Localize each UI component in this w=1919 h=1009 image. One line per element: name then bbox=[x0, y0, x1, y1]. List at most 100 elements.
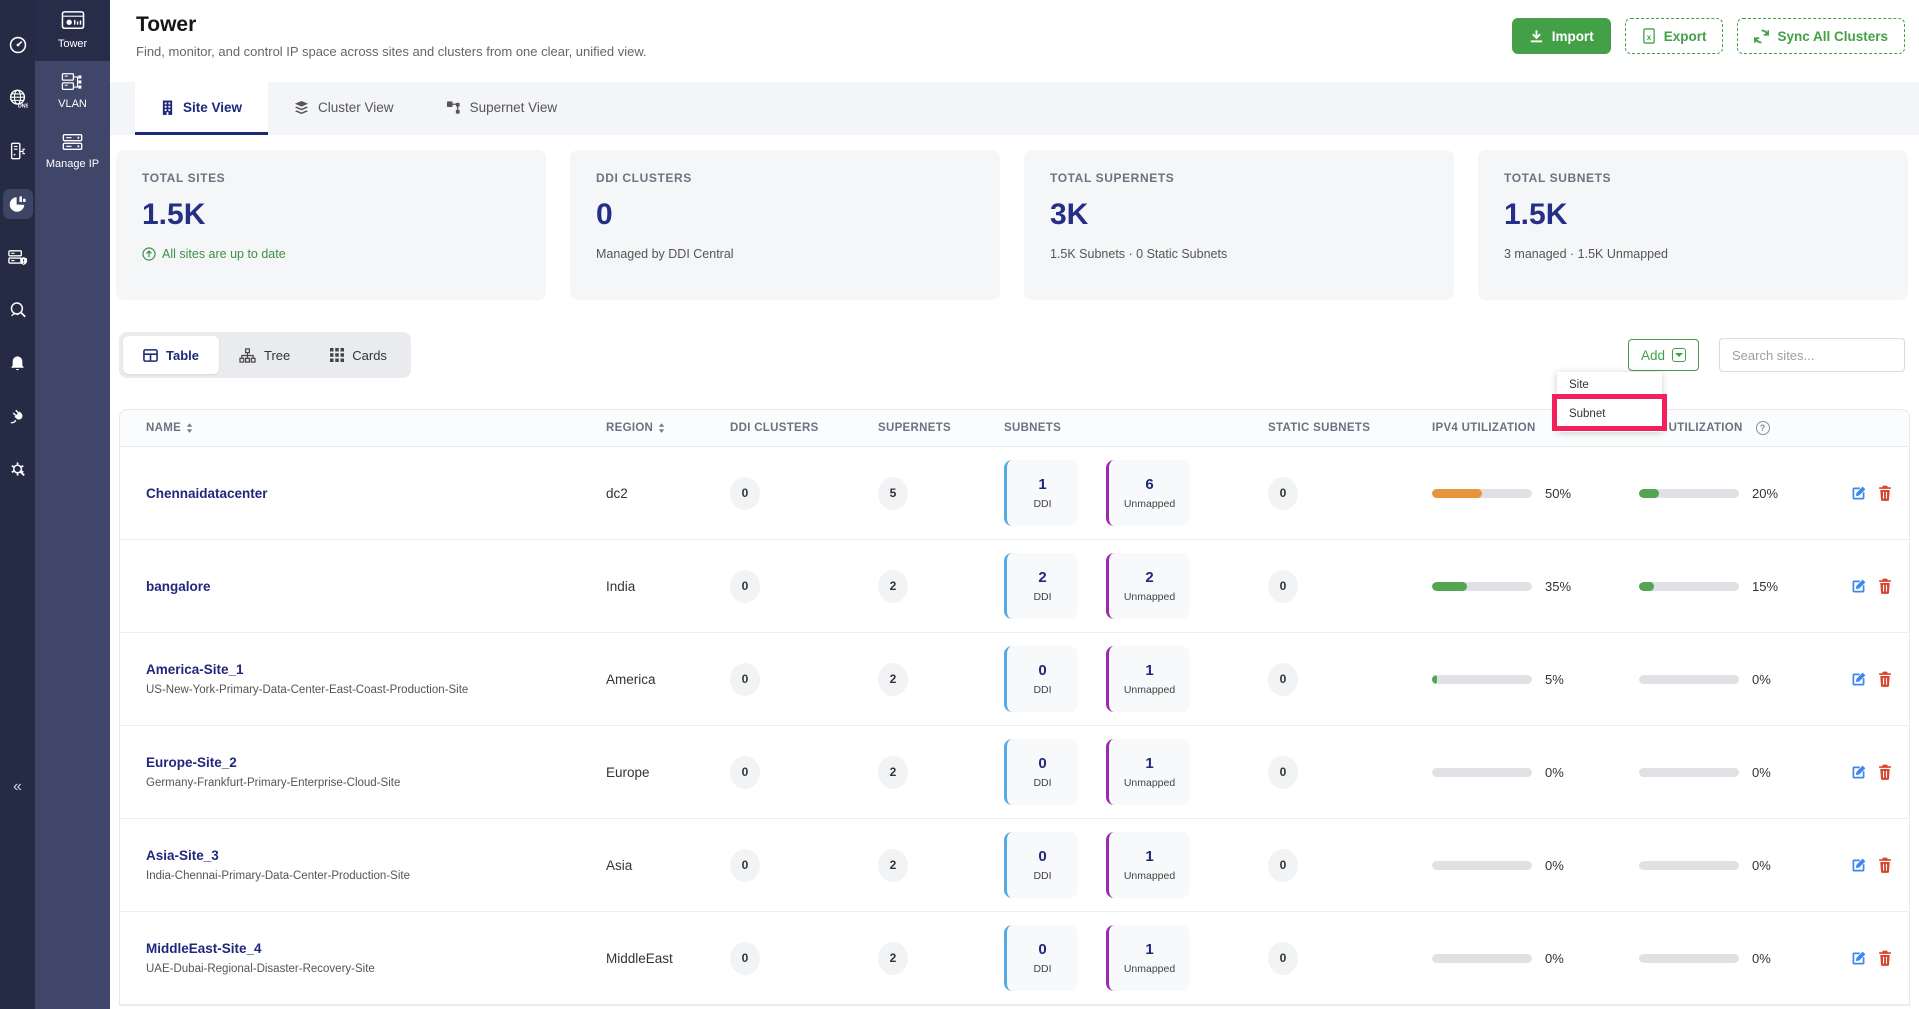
audit-search-icon[interactable] bbox=[6, 298, 30, 322]
ipv6-utilization-bar bbox=[1639, 767, 1739, 777]
dns-icon[interactable]: DNS bbox=[6, 86, 30, 110]
export-file-icon: x bbox=[1642, 28, 1656, 44]
table-body: Chennaidatacenter dc2 0 5 1 DDI 6 Unmapp… bbox=[120, 447, 1909, 1005]
tab-cluster-view[interactable]: Cluster View bbox=[268, 82, 420, 135]
help-icon[interactable]: ? bbox=[1755, 421, 1770, 435]
supernets-count: 2 bbox=[878, 569, 908, 603]
ddi-clusters-count: 0 bbox=[730, 848, 760, 882]
ipam-rack-icon[interactable] bbox=[6, 139, 30, 163]
sync-all-clusters-button[interactable]: Sync All Clusters bbox=[1737, 18, 1905, 54]
supernets-count: 2 bbox=[878, 848, 908, 882]
site-name-link[interactable]: Asia-Site_3 bbox=[146, 848, 219, 863]
region-cell: Europe bbox=[606, 764, 650, 780]
column-header-ddi-clusters: DDI CLUSTERS bbox=[730, 422, 819, 434]
ipv6-utilization-value: 0% bbox=[1752, 950, 1771, 966]
add-menu-item-subnet[interactable]: Subnet bbox=[1568, 408, 1606, 420]
edit-site-button[interactable] bbox=[1850, 578, 1867, 595]
unmapped-subnets-card: 1 Unmapped bbox=[1106, 925, 1190, 991]
edit-site-button[interactable] bbox=[1850, 950, 1867, 967]
column-header-name[interactable]: NAME bbox=[120, 422, 578, 434]
search-input[interactable] bbox=[1719, 338, 1905, 372]
ddi-subnets-card: 0 DDI bbox=[1004, 739, 1078, 805]
dashboard-icon[interactable] bbox=[6, 33, 30, 57]
ipv6-utilization-bar bbox=[1639, 488, 1739, 498]
ipv6-utilization-value: 0% bbox=[1752, 764, 1771, 780]
ddi-clusters-count: 0 bbox=[730, 941, 760, 975]
site-name-link[interactable]: America-Site_1 bbox=[146, 662, 244, 677]
region-cell: India bbox=[606, 578, 636, 594]
stat-card-total-supernets: TOTAL SUPERNETS 3K 1.5K Subnets · 0 Stat… bbox=[1024, 150, 1454, 300]
site-name-link[interactable]: Europe-Site_2 bbox=[146, 755, 237, 770]
ipv4-utilization-bar bbox=[1432, 674, 1532, 684]
sort-icon bbox=[658, 423, 665, 433]
server-alert-icon[interactable] bbox=[6, 245, 30, 269]
delete-site-button[interactable] bbox=[1878, 485, 1892, 501]
add-button[interactable]: Add bbox=[1627, 339, 1699, 371]
site-name-link[interactable]: bangalore bbox=[146, 578, 211, 594]
site-name-link[interactable]: MiddleEast-Site_4 bbox=[146, 941, 262, 956]
integrations-plug-icon[interactable] bbox=[6, 404, 30, 428]
chevron-down-icon bbox=[1672, 348, 1686, 362]
layers-icon bbox=[294, 100, 309, 115]
edit-site-button[interactable] bbox=[1850, 764, 1867, 781]
tree-icon bbox=[239, 347, 256, 363]
notifications-bell-icon[interactable] bbox=[6, 351, 30, 375]
delete-site-button[interactable] bbox=[1878, 671, 1892, 687]
page-header: Tower Find, monitor, and control IP spac… bbox=[110, 0, 1919, 82]
table-row: Chennaidatacenter dc2 0 5 1 DDI 6 Unmapp… bbox=[120, 447, 1909, 540]
region-cell: America bbox=[606, 671, 656, 687]
view-mode-tree[interactable]: Tree bbox=[219, 336, 310, 374]
view-mode-cards[interactable]: Cards bbox=[310, 336, 407, 374]
site-description: UAE-Dubai-Regional-Disaster-Recovery-Sit… bbox=[146, 963, 375, 975]
page-subtitle: Find, monitor, and control IP space acro… bbox=[136, 44, 647, 59]
ipv4-utilization-value: 50% bbox=[1545, 485, 1572, 501]
region-cell: dc2 bbox=[606, 485, 628, 501]
view-tabs: Site View Cluster View Supernet View bbox=[110, 82, 1919, 135]
tab-site-view[interactable]: Site View bbox=[135, 82, 269, 135]
table-row: Europe-Site_2 Germany-Frankfurt-Primary-… bbox=[120, 726, 1909, 819]
main-content: Tower Find, monitor, and control IP spac… bbox=[110, 0, 1919, 1009]
ipv4-utilization-value: 35% bbox=[1545, 578, 1572, 594]
site-name-link[interactable]: Chennaidatacenter bbox=[146, 485, 268, 501]
ipv4-utilization-value: 0% bbox=[1545, 950, 1564, 966]
delete-site-button[interactable] bbox=[1878, 857, 1892, 873]
ipv4-utilization-value: 5% bbox=[1545, 671, 1564, 687]
supernets-count: 2 bbox=[878, 662, 908, 696]
stat-card-total-subnets: TOTAL SUBNETS 1.5K 3 managed · 1.5K Unma… bbox=[1478, 150, 1908, 300]
sites-table: NAME REGION DDI CLUSTERS SUPERNETS SUBNE… bbox=[119, 409, 1910, 1006]
ddi-subnets-card: 1 DDI bbox=[1004, 460, 1078, 526]
ddi-clusters-count: 0 bbox=[730, 662, 760, 696]
page-title: Tower bbox=[136, 13, 197, 36]
table-row: America-Site_1 US-New-York-Primary-Data-… bbox=[120, 633, 1909, 726]
add-menu-item-site[interactable]: Site bbox=[1568, 379, 1589, 391]
stat-sub-text: 3 managed · 1.5K Unmapped bbox=[1504, 247, 1668, 261]
building-icon bbox=[161, 100, 174, 115]
sidebar-item-tower[interactable]: Tower bbox=[35, 0, 110, 62]
settings-gear-icon[interactable] bbox=[6, 457, 30, 481]
svg-text:x: x bbox=[1646, 33, 1651, 42]
sort-icon bbox=[186, 423, 193, 433]
export-button[interactable]: x Export bbox=[1624, 18, 1724, 54]
ipv4-utilization-bar bbox=[1432, 860, 1532, 870]
sidebar-item-vlan[interactable]: VLAN bbox=[35, 61, 110, 121]
edit-site-button[interactable] bbox=[1850, 671, 1867, 688]
collapse-sidebar-button[interactable]: « bbox=[13, 778, 22, 795]
ipv6-utilization-value: 0% bbox=[1752, 857, 1771, 873]
import-button[interactable]: Import bbox=[1511, 18, 1611, 54]
static-subnets-count: 0 bbox=[1268, 848, 1298, 882]
delete-site-button[interactable] bbox=[1878, 764, 1892, 780]
edit-site-button[interactable] bbox=[1850, 485, 1867, 502]
delete-site-button[interactable] bbox=[1878, 950, 1892, 966]
up-to-date-icon bbox=[142, 247, 156, 261]
static-subnets-count: 0 bbox=[1268, 755, 1298, 789]
column-header-region[interactable]: REGION bbox=[578, 422, 700, 434]
download-icon bbox=[1529, 29, 1544, 44]
sidebar-item-manage-ip[interactable]: Manage IP bbox=[35, 121, 110, 181]
tab-supernet-view[interactable]: Supernet View bbox=[420, 82, 584, 135]
tower-analytics-icon[interactable] bbox=[2, 189, 33, 219]
delete-site-button[interactable] bbox=[1878, 578, 1892, 594]
view-mode-table[interactable]: Table bbox=[123, 336, 219, 374]
stat-card-ddi-clusters: DDI CLUSTERS 0 Managed by DDI Central bbox=[570, 150, 1000, 300]
column-header-supernets: SUPERNETS bbox=[878, 422, 951, 434]
edit-site-button[interactable] bbox=[1850, 857, 1867, 874]
